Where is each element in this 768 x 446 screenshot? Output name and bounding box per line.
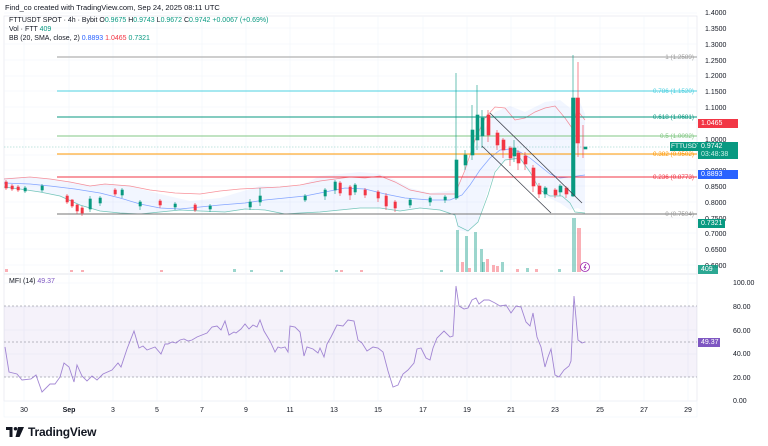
volume-tag: 409	[698, 265, 718, 274]
bb-basis-tag: 0.8893	[698, 170, 738, 179]
legend-close-label: C	[183, 17, 189, 24]
svg-text:1.3500: 1.3500	[705, 26, 727, 33]
legend-symbol: FTTUSDT SPOT · 4h · Bybit	[9, 17, 98, 24]
svg-text:0.8500: 0.8500	[705, 184, 727, 191]
svg-text:Sep: Sep	[63, 407, 76, 414]
svg-text:15: 15	[374, 407, 382, 414]
fib-label-0618: 0.618 (1.0681)	[653, 114, 694, 121]
svg-text:5: 5	[155, 407, 159, 414]
lightning-icon[interactable]	[580, 262, 590, 272]
svg-text:0.6500: 0.6500	[705, 247, 727, 254]
tradingview-logo[interactable]: TradingView	[6, 425, 96, 439]
legend-volume-label: Vol · FTT	[9, 26, 38, 33]
legend-open: 0.9675	[104, 17, 127, 24]
legend-open-label: O	[99, 17, 105, 24]
main-legend[interactable]: FTTUSDT SPOT · 4h · Bybit O0.9675 H0.974…	[9, 16, 268, 43]
price-axis[interactable]: 1.4000 1.3500 1.3000 1.2500 1.2000 1.150…	[705, 10, 727, 270]
svg-text:1.1000: 1.1000	[705, 105, 727, 112]
svg-text:7: 7	[200, 407, 204, 414]
legend-bb-label: BB (20, SMA, close, 2)	[9, 35, 80, 42]
svg-text:100.00: 100.00	[733, 280, 755, 287]
candlesticks	[4, 55, 588, 216]
legend-high: 0.9743	[133, 17, 155, 24]
svg-text:1.2000: 1.2000	[705, 73, 727, 80]
mfi-value-tag: 49.37	[698, 338, 720, 347]
svg-text:25: 25	[596, 407, 604, 414]
svg-text:1.4000: 1.4000	[705, 10, 727, 17]
fib-label-05: 0.5 (1.0092)	[660, 133, 694, 140]
time-axis-pane	[3, 400, 698, 418]
volume-bars	[5, 218, 581, 272]
mfi-line	[4, 285, 586, 393]
mfi-legend[interactable]: MFI (14) 49.37	[9, 277, 55, 286]
legend-high-label: H	[128, 17, 134, 24]
mfi-band-fill	[4, 306, 697, 377]
bb-lower-tag: 0.7321	[698, 219, 725, 228]
svg-text:40.00: 40.00	[733, 351, 751, 358]
bb-upper-tag: 1.0465	[698, 119, 738, 128]
fib-retracement[interactable]	[4, 56, 697, 215]
mfi-legend-value: 49.37	[37, 278, 55, 285]
svg-text:9: 9	[244, 407, 248, 414]
svg-text:17: 17	[419, 407, 427, 414]
mfi-legend-label: MFI (14)	[9, 278, 36, 285]
time-axis[interactable]: 30 Sep 3 5 7 9 11 13 15 17 19 21 23 25 2…	[20, 407, 692, 414]
svg-text:80.00: 80.00	[733, 304, 751, 311]
svg-text:30: 30	[20, 407, 28, 414]
legend-bb-lower: 0.7321	[128, 35, 150, 42]
svg-text:27: 27	[640, 407, 648, 414]
mfi-band-lines	[4, 305, 697, 378]
svg-text:29: 29	[684, 407, 692, 414]
fib-label-0236: 0.236 (0.8773)	[653, 174, 694, 181]
svg-text:19: 19	[463, 407, 471, 414]
fib-label-0382: 0.382 (0.9502)	[653, 151, 694, 158]
symbol-tag: FTTUSDT	[670, 142, 701, 151]
svg-text:13: 13	[330, 407, 338, 414]
last-price-tag: 0.9742	[698, 142, 738, 151]
legend-low-label: L	[156, 17, 161, 24]
bb-lower-line	[3, 157, 586, 232]
svg-text:11: 11	[286, 407, 293, 414]
legend-close: 0.9742	[189, 17, 211, 24]
main-pane	[3, 15, 698, 275]
svg-text:3: 3	[111, 407, 115, 414]
legend-volume-row: Vol · FTT 409	[9, 25, 268, 34]
svg-text:20.00: 20.00	[733, 375, 751, 382]
chart-credit: Find_co created with TradingView.com, Se…	[5, 3, 220, 12]
countdown-tag: 03:48:38	[698, 150, 738, 159]
tradingview-logo-text: TradingView	[28, 425, 97, 439]
fib-label-1: 1 (1.2589)	[665, 54, 694, 61]
svg-text:60.00: 60.00	[733, 328, 751, 335]
descending-channel[interactable]	[481, 112, 583, 214]
svg-text:1.1500: 1.1500	[705, 89, 727, 96]
svg-text:0.7000: 0.7000	[705, 231, 727, 238]
tradingview-logo-icon	[6, 427, 24, 437]
legend-ohlc-row: FTTUSDT SPOT · 4h · Bybit O0.9675 H0.974…	[9, 16, 268, 25]
svg-text:0.8000: 0.8000	[705, 200, 727, 207]
legend-volume-value: 409	[39, 26, 52, 33]
legend-low: 0.9672	[160, 17, 182, 24]
fib-label-0: 0 (0.7594)	[665, 211, 694, 218]
svg-text:1.2500: 1.2500	[705, 58, 727, 65]
svg-text:1.0000: 1.0000	[705, 137, 727, 144]
mfi-axis[interactable]: 100.00 80.00 60.00 40.00 20.00 0.00	[733, 280, 755, 405]
fib-label-0786: 0.786 (1.1520)	[653, 88, 694, 95]
svg-text:23: 23	[551, 407, 559, 414]
svg-text:0.00: 0.00	[733, 398, 747, 405]
svg-text:21: 21	[507, 407, 515, 414]
legend-bb-basis: 0.8893	[81, 35, 104, 42]
legend-change: +0.0067 (+0.69%)	[212, 17, 269, 24]
legend-bb-upper: 1.0465	[105, 35, 127, 42]
fib-labels: 1 (1.2589) 0.786 (1.1520) 0.618 (1.0681)…	[653, 54, 694, 218]
bb-fill	[4, 98, 585, 232]
svg-text:1.3000: 1.3000	[705, 42, 727, 49]
legend-bb-row: BB (20, SMA, close, 2) 0.8893 1.0465 0.7…	[9, 34, 268, 43]
